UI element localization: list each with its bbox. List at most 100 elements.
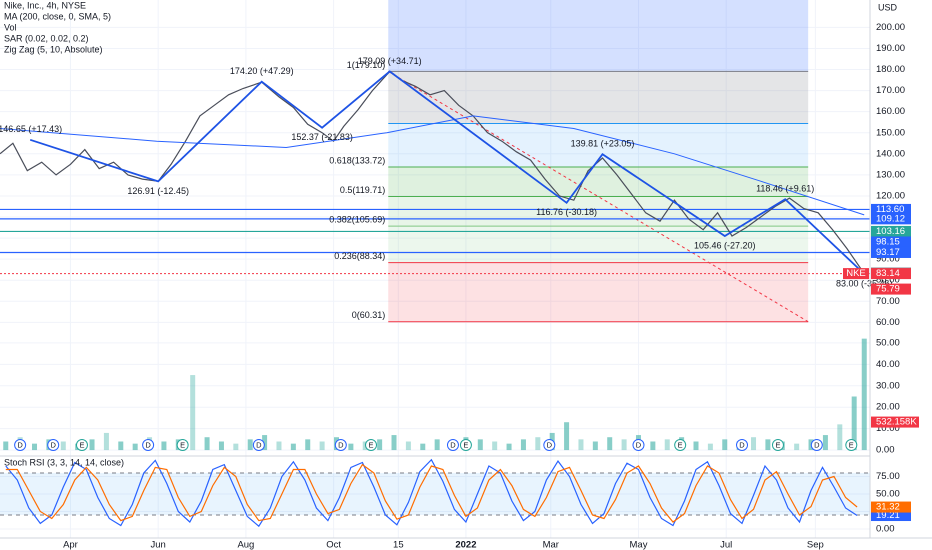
volume-bar xyxy=(190,375,196,451)
fib-zone xyxy=(388,196,809,227)
volume-bar xyxy=(391,435,397,451)
volume-bar xyxy=(722,439,728,451)
volume-bar xyxy=(650,441,656,451)
volume-bar xyxy=(564,422,570,451)
currency-label: USD xyxy=(878,2,898,12)
event-label: E xyxy=(79,440,84,449)
price-tag xyxy=(871,213,911,225)
volume-bar xyxy=(103,432,109,451)
x-tick-label: Sep xyxy=(807,540,824,550)
event-marker xyxy=(176,439,189,451)
event-label: D xyxy=(50,440,56,449)
price-tag-label: 83.14 xyxy=(876,268,900,279)
event-marker xyxy=(674,439,687,451)
y-tick-label: 10.00 xyxy=(876,423,900,434)
event-marker xyxy=(252,439,265,451)
volume-bar xyxy=(276,441,282,451)
volume-bar xyxy=(520,439,526,451)
volume-bar xyxy=(3,441,9,451)
volume-bar xyxy=(218,441,224,451)
fib-label: 1(179.10) xyxy=(347,60,386,70)
series-line xyxy=(5,458,858,528)
volume-bar xyxy=(707,443,713,451)
volume-tag xyxy=(871,416,919,428)
volume-bar xyxy=(204,437,210,451)
pivot-label: 126.91 (-12.45) xyxy=(127,186,189,196)
event-marker xyxy=(75,439,88,451)
event-label: E xyxy=(849,440,854,449)
symbol-label: NKE xyxy=(846,268,866,279)
value-tag-label: 19.21 xyxy=(876,510,900,521)
price-tag-label: 113.60 xyxy=(876,204,904,215)
indicator-label: Stoch RSI (3, 3, 14, 14, close) xyxy=(4,457,124,467)
series-line xyxy=(0,70,865,274)
event-marker xyxy=(365,439,378,451)
y-tick-label: 90.00 xyxy=(876,254,900,265)
x-tick-label: 2022 xyxy=(455,540,476,550)
fib-label: 0.618(133.72) xyxy=(329,155,385,165)
price-tag xyxy=(871,225,911,237)
volume-bar xyxy=(60,441,66,451)
value-tag-label: 31.32 xyxy=(876,502,900,513)
price-tag-label: 109.12 xyxy=(876,213,905,224)
indicator-label: Zig Zag (5, 10, Absolute) xyxy=(4,44,103,54)
y-tick-label: 170.00 xyxy=(876,85,905,96)
volume-bar xyxy=(664,439,670,451)
event-marker xyxy=(736,439,749,451)
event-label: D xyxy=(739,440,745,449)
event-label: D xyxy=(814,440,820,449)
volume-bar xyxy=(247,439,253,451)
volume-bar xyxy=(262,435,268,451)
x-tick-label: Mar xyxy=(543,540,559,550)
value-tag xyxy=(871,501,911,513)
price-tag-label: 93.17 xyxy=(876,247,900,258)
event-label: E xyxy=(369,440,374,449)
symbol-tag xyxy=(843,268,869,280)
y-tick-label: 20.00 xyxy=(876,402,900,413)
event-label: E xyxy=(180,440,185,449)
y-tick-label: 30.00 xyxy=(876,380,900,391)
event-marker xyxy=(446,439,459,451)
price-tag-label: 98.15 xyxy=(876,236,900,247)
fib-zone xyxy=(388,71,809,124)
x-tick-label: Oct xyxy=(326,540,341,550)
event-marker xyxy=(845,439,858,451)
event-label: D xyxy=(338,440,344,449)
volume-bar xyxy=(161,441,167,451)
stoch-band xyxy=(0,472,870,515)
value-tag xyxy=(871,510,911,522)
pivot-label: 116.76 (-30.18) xyxy=(536,207,597,217)
volume-bar xyxy=(118,441,124,451)
volume-bar xyxy=(693,441,699,451)
volume-bar xyxy=(851,396,857,451)
pivot-label: 105.46 (-27.20) xyxy=(694,240,756,250)
y-tick-label: 120.00 xyxy=(876,190,905,201)
volume-bar xyxy=(32,443,38,451)
event-marker xyxy=(543,439,556,451)
fib-zone xyxy=(388,167,809,197)
event-marker xyxy=(459,439,472,451)
pivot-label: 152.37 (-21.83) xyxy=(291,132,353,142)
volume-bar xyxy=(621,439,627,451)
y-tick-label: 50.00 xyxy=(876,337,900,348)
event-marker xyxy=(142,439,155,451)
y-tick-label: 75.00 xyxy=(876,471,900,482)
event-label: E xyxy=(775,440,780,449)
y-tick-label: 70.00 xyxy=(876,296,900,307)
volume-bar xyxy=(434,439,440,451)
volume-bar xyxy=(305,439,311,451)
x-tick-label: 15 xyxy=(393,540,404,550)
x-tick-label: Jul xyxy=(720,540,732,550)
event-marker xyxy=(632,439,645,451)
event-marker xyxy=(771,439,784,451)
volume-bar xyxy=(794,443,800,451)
price-tag-label: 103.16 xyxy=(876,226,905,237)
indicator-label: SAR (0.02, 0.02, 0.2) xyxy=(4,33,89,43)
y-tick-label: 80.00 xyxy=(876,275,900,286)
volume-bar xyxy=(420,443,426,451)
volume-bar xyxy=(233,443,239,451)
y-tick-label: 130.00 xyxy=(876,169,905,180)
volume-bar xyxy=(837,424,843,451)
volume-bar xyxy=(319,441,325,451)
pivot-label: 83.00 (-35.46) xyxy=(836,278,893,288)
